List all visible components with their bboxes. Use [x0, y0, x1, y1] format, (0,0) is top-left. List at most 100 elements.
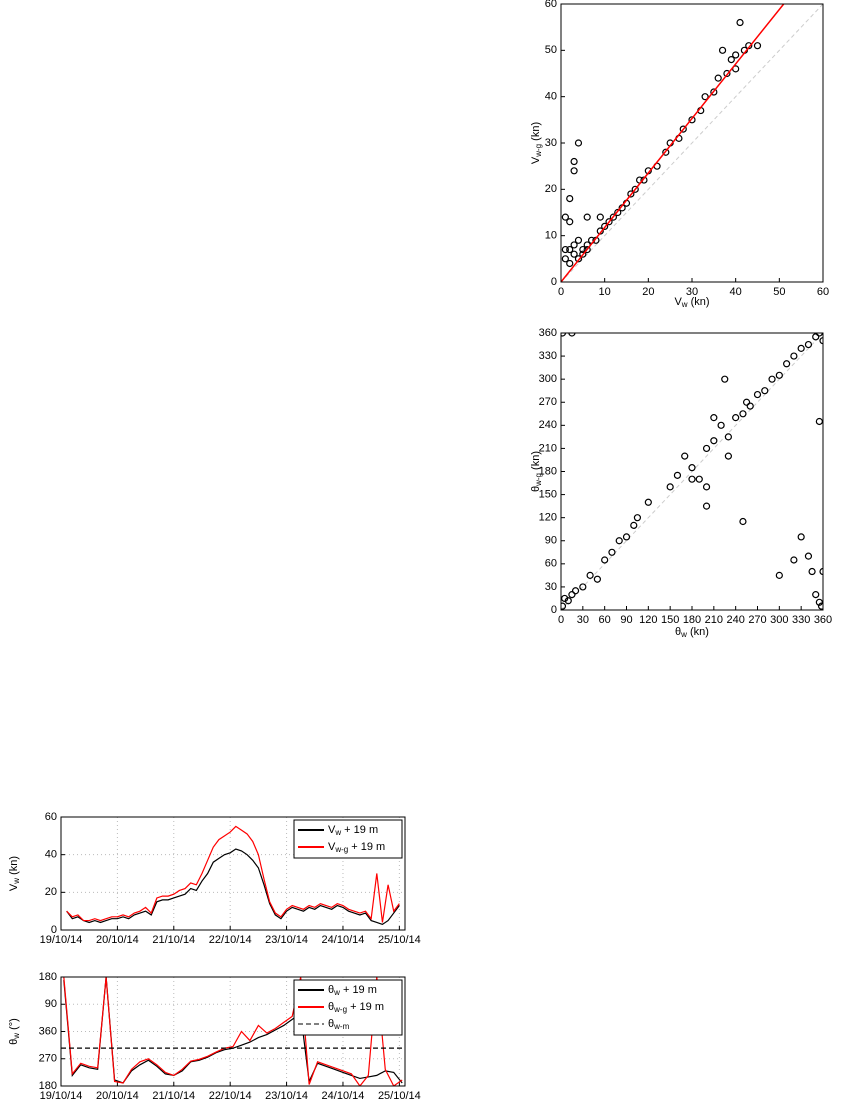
scatter-point [797, 344, 805, 352]
label-main: V [328, 824, 336, 836]
scatter-point [662, 148, 670, 156]
label-rest: (kn) [687, 626, 709, 638]
legend-label: θw + 19 m [328, 984, 377, 997]
plot [561, 4, 823, 282]
y-axis-label: Vw-g (kn) [530, 122, 543, 164]
scatter-point [804, 552, 813, 560]
label-main: V [8, 883, 20, 891]
x-tick-label: 23/10/14 [265, 1090, 308, 1101]
scatter-point [561, 213, 569, 221]
scatter-point [568, 591, 576, 599]
scatter-point [681, 452, 689, 460]
legend-label: Vw + 19 m [328, 824, 378, 837]
scatter-point [679, 125, 687, 133]
scatter-point [630, 521, 638, 529]
axes-frame [560, 332, 824, 611]
scatter-point [570, 241, 578, 249]
scatter-point [574, 236, 583, 244]
scatter-point [579, 583, 587, 591]
x-tick-label: 22/10/14 [209, 934, 252, 946]
scatter-point [724, 433, 732, 441]
scatter-point [761, 387, 769, 395]
y-tick-label: 0 [551, 604, 557, 616]
scatter-point [583, 213, 591, 221]
y-tick-label: 90 [545, 535, 557, 547]
scatter-point [695, 475, 703, 483]
x-tick-label: 150 [661, 614, 679, 626]
scatter-point [561, 594, 569, 603]
scatter-point [586, 571, 594, 579]
label-rest: + 19 m [341, 824, 378, 836]
label-main: V [674, 296, 682, 308]
scatter-point [808, 567, 816, 576]
x-tick-label: 22/10/14 [209, 1090, 252, 1101]
x-tick-label: 240 [726, 614, 744, 626]
y-axis-label: θw-g (kn) [530, 451, 543, 492]
scatter-point [815, 333, 823, 337]
scatter-point [564, 597, 572, 605]
scatter-point [608, 548, 616, 556]
y-tick-label: 180 [39, 1080, 57, 1092]
y-tick-label: 300 [539, 373, 557, 385]
scatter-point [775, 371, 783, 379]
x-tick-label: 270 [748, 614, 766, 626]
scatter-point [688, 464, 696, 472]
scatter-point [571, 587, 580, 595]
legend-label: θw-g + 19 m [328, 1001, 384, 1014]
scatter-point [790, 556, 798, 564]
scatter-point [566, 195, 574, 203]
x-tick-label: 120 [639, 614, 657, 626]
scatter-point [727, 55, 735, 64]
y-axis-label: θw (°) [8, 1018, 21, 1045]
chart: 19/10/14 20/10/14 21/10/14 22/10/14 23/10/14… [8, 971, 421, 1101]
x-tick-label: 0 [558, 286, 564, 298]
label-rest: (kn) [688, 296, 710, 308]
x-tick-label: 25/10/14 [378, 1090, 421, 1101]
y-tick-label: 30 [545, 581, 557, 593]
scatter-point [721, 375, 729, 383]
label-sub: w [680, 630, 687, 639]
y-tick-label: 50 [545, 44, 557, 56]
scatter-point [804, 340, 813, 349]
label-rest: (kn) [8, 856, 20, 878]
x-tick-label: 19/10/14 [40, 934, 83, 946]
scatter-point [579, 250, 587, 258]
legend: Vw + 19 mVw-g + 19 m [293, 819, 403, 859]
y-tick-label: 10 [545, 230, 557, 242]
scatter-point [812, 333, 820, 341]
label-rest: (°) [8, 1018, 20, 1033]
label-sub: w [334, 828, 341, 837]
label-main: V [328, 841, 336, 853]
scatter-point [566, 259, 574, 268]
scatter-point [566, 218, 574, 226]
label-sub: w [681, 300, 688, 309]
y-tick-label: 60 [545, 0, 557, 10]
label-sub: w [12, 878, 21, 885]
x-tick-label: 24/10/14 [322, 934, 365, 946]
y-tick-label: 40 [45, 849, 57, 861]
scatter-point [718, 46, 727, 54]
label-sub: w-g [534, 144, 543, 158]
y-tick-label: 210 [539, 442, 557, 454]
scatter-point [601, 222, 609, 230]
plot [66, 825, 400, 926]
scatter-point [783, 360, 791, 368]
scatter-point [561, 255, 569, 263]
scatter-point [631, 185, 639, 193]
label-main: θ [328, 1001, 334, 1013]
y-tick-label: 360 [39, 1025, 57, 1037]
label-main: θ [328, 984, 334, 996]
x-tick-label: 360 [814, 614, 832, 626]
scatter-point [724, 452, 732, 460]
scatter-point [819, 337, 823, 345]
y-tick-label: 20 [545, 183, 557, 195]
scatter-point [702, 483, 711, 491]
label-sub: w-g [334, 845, 348, 854]
label-rest: + 19 m [340, 984, 377, 996]
legend: θw + 19 mθw-g + 19 mθw-m [293, 979, 403, 1036]
scatter-point [717, 421, 725, 429]
x-tick-label: 30 [686, 286, 698, 298]
scatter-point [714, 74, 722, 82]
x-tick-label: 60 [817, 286, 829, 298]
